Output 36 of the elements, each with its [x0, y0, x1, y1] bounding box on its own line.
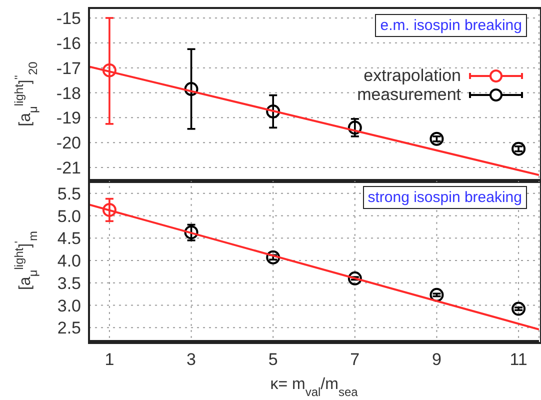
- y-tick-label: 3.5: [57, 274, 81, 293]
- y-tick-label: 4.0: [57, 252, 81, 271]
- x-tick-label: 9: [432, 350, 442, 370]
- point: [348, 271, 362, 286]
- y-tick-label: 2.5: [57, 318, 81, 338]
- legend-label: extrapolation: [364, 66, 461, 86]
- y-tick-label: 3.0: [57, 296, 81, 316]
- x-tick-label: 3: [186, 350, 196, 370]
- annotation: strong isospin breaking: [362, 186, 527, 209]
- x-tick-label: 11: [510, 350, 528, 370]
- point: [430, 132, 444, 146]
- point: [348, 120, 362, 135]
- x-tick-label: 1: [104, 350, 114, 370]
- x-axis-title: κ= m$_{val}$/m$_{sea}$: [270, 376, 358, 399]
- point: [184, 82, 198, 96]
- y-tick-label: -17: [56, 58, 81, 78]
- y-tick-label: -16: [56, 34, 81, 53]
- y-tick-label: 5.5: [57, 184, 81, 204]
- point: [430, 288, 444, 302]
- annotation: e.m. isospin breaking: [375, 14, 527, 37]
- y-tick-label: 4.5: [57, 229, 81, 248]
- point: [266, 104, 280, 118]
- y-tick-label: -20: [56, 134, 81, 153]
- x-tick-label: 5: [268, 350, 278, 370]
- y-tick-label: -19: [56, 108, 81, 128]
- point: [512, 302, 526, 316]
- legend-label: measurement: [357, 84, 461, 104]
- y-tick-label: 5.0: [57, 206, 81, 226]
- x-tick-label: 7: [350, 350, 360, 370]
- y-tick-label: -21: [56, 158, 81, 178]
- point: [512, 142, 526, 156]
- point: [102, 202, 116, 217]
- y-tick-label: -18: [56, 84, 81, 103]
- point: [102, 63, 116, 78]
- y-tick-label: -15: [56, 9, 81, 28]
- point: [266, 250, 280, 264]
